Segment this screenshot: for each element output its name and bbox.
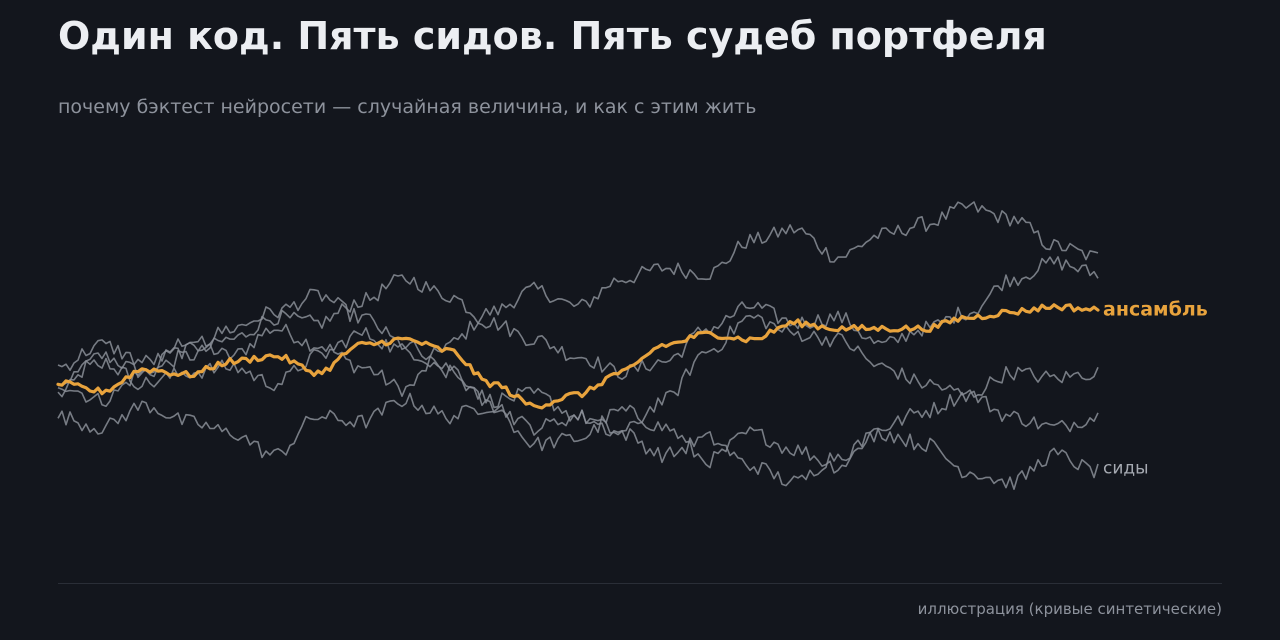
ensemble-label: ансамбль <box>1103 298 1208 320</box>
seed-line-3 <box>57 288 1099 474</box>
seed-line-5 <box>57 392 1099 490</box>
page-subtitle: почему бэктест нейросети — случайная вел… <box>58 96 757 118</box>
ensemble-line <box>56 303 1100 410</box>
seeds-label: сиды <box>1103 459 1149 479</box>
seed-lines-group <box>57 201 1099 490</box>
bottom-divider <box>58 583 1222 584</box>
page-title: Один код. Пять сидов. Пять судеб портфел… <box>58 14 1047 58</box>
seed-line-2 <box>57 256 1099 407</box>
ensemble-line-group <box>56 303 1100 410</box>
seed-line-1 <box>57 201 1099 398</box>
footnote: иллюстрация (кривые синтетические) <box>917 600 1222 618</box>
seed-line-4 <box>57 314 1099 436</box>
